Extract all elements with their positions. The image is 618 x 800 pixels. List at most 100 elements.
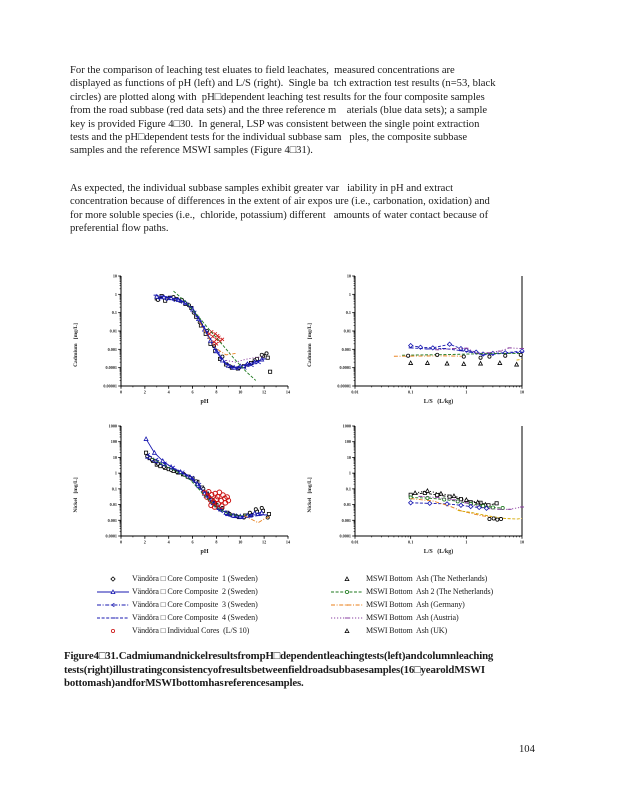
paragraph-line: As expected, the individual subbase samp… (70, 183, 454, 194)
legend-sample-triangle-marker (328, 626, 366, 636)
svg-text:Cadmium [mg/L]: Cadmium [mg/L] (307, 323, 313, 367)
legend-label: MSWI Bottom Ash (The Netherlands) (366, 574, 488, 583)
svg-text:0.01: 0.01 (344, 329, 351, 334)
svg-text:0.01: 0.01 (351, 540, 358, 545)
legend-label: Vändöra □ Core Composite 1 (Sweden) (132, 574, 258, 583)
svg-text:6: 6 (192, 540, 194, 545)
svg-text:1: 1 (465, 540, 467, 545)
svg-text:4: 4 (168, 390, 171, 395)
legend-sample-dot-marker (328, 600, 366, 610)
svg-text:0.001: 0.001 (342, 518, 351, 523)
legend-label: Vändöra □ Core Composite 3 (Sweden) (132, 600, 258, 609)
svg-text:0.001: 0.001 (108, 347, 117, 352)
legend-row: MSWI Bottom Ash (Austria) (328, 611, 493, 624)
paragraph-line: preferential flow paths. (70, 223, 169, 235)
svg-text:100: 100 (345, 439, 351, 444)
legend-sample-circle-marker (94, 626, 132, 636)
legend-sample-dash-marker (94, 613, 132, 623)
svg-text:8: 8 (215, 540, 217, 545)
legend-label: MSWI Bottom Ash (Germany) (366, 600, 465, 609)
svg-text:10: 10 (113, 274, 117, 279)
svg-text:0.0001: 0.0001 (105, 534, 117, 539)
legend-sample-circle-marker (328, 587, 366, 597)
svg-text:0.1: 0.1 (408, 390, 413, 395)
figure-legend-column-1: Vändöra □ Core Composite 1 (Sweden) Vändö… (94, 572, 258, 637)
svg-text:6: 6 (192, 390, 194, 395)
legend-row: Vändöra □ Core Composite 1 (Sweden) (94, 572, 258, 585)
svg-text:1: 1 (349, 292, 351, 297)
svg-text:8: 8 (215, 390, 217, 395)
svg-text:0.01: 0.01 (110, 329, 117, 334)
svg-text:L/S (L/kg): L/S (L/kg) (424, 548, 454, 555)
legend-sample-triangle-marker (328, 574, 366, 584)
legend-row: MSWI Bottom Ash (Germany) (328, 598, 493, 611)
svg-text:0.0001: 0.0001 (339, 534, 351, 539)
caption-line: tests (right) illustrating consistency o… (64, 663, 485, 676)
svg-text:1000: 1000 (109, 424, 117, 429)
legend-row: MSWI Bottom Ash 2 (The Netherlands) (328, 585, 493, 598)
svg-text:0.01: 0.01 (110, 502, 117, 507)
paragraph-line: tests and the pH□dependent tests for the… (70, 132, 468, 144)
legend-row: Vändöra □ Core Composite 4 (Sweden) (94, 611, 258, 624)
paragraph-line: samples and the reference MSWI samples (… (70, 145, 313, 157)
svg-text:L/S (L/kg): L/S (L/kg) (424, 398, 454, 405)
svg-text:1000: 1000 (343, 424, 351, 429)
svg-text:2: 2 (144, 540, 146, 545)
legend-sample-chevron-marker (94, 600, 132, 610)
svg-text:10: 10 (347, 274, 351, 279)
svg-text:10: 10 (347, 455, 351, 460)
legend-sample-triangle-marker (94, 587, 132, 597)
chart-nickel-vs-ls: 0.01 0.1 1 10 0.0001 0.001 0.01 0.1 1 10 100 1000 L/… (307, 424, 524, 556)
svg-text:100: 100 (111, 439, 117, 444)
svg-text:Nickel [mg/L]: Nickel [mg/L] (73, 477, 79, 512)
svg-text:pH: pH (200, 399, 208, 405)
paragraph-line: concentration because of differences in … (70, 196, 490, 208)
body-paragraph-2: As expected, the individual subbase samp… (70, 182, 565, 236)
body-paragraph-1: For the comparison of leaching test elua… (70, 64, 565, 158)
svg-text:14: 14 (286, 540, 291, 545)
svg-text:Nickel [mg/L]: Nickel [mg/L] (307, 477, 313, 512)
paragraph-line: For the comparison of leaching test elua… (70, 65, 455, 76)
svg-text:0.00001: 0.00001 (103, 384, 117, 389)
svg-text:1: 1 (349, 471, 351, 476)
legend-label: MSWI Bottom Ash (Austria) (366, 613, 459, 622)
paragraph-line: circles) are plotted along with pH□depen… (70, 91, 485, 103)
svg-text:2: 2 (144, 390, 146, 395)
svg-text:0.001: 0.001 (342, 347, 351, 352)
caption-line: Figure 4□31. Cadmium and nickel results … (64, 650, 494, 662)
svg-text:10: 10 (238, 540, 242, 545)
svg-text:0.01: 0.01 (344, 502, 351, 507)
paragraph-line: key is provided Figure 4□30. In general,… (70, 118, 480, 130)
page-number: 104 (519, 744, 535, 755)
svg-text:1: 1 (115, 292, 117, 297)
legend-label: Vändöra □ Individual Cores (L/S 10) (132, 626, 250, 635)
svg-text:4: 4 (168, 540, 171, 545)
legend-sample-dash-marker (328, 613, 366, 623)
chart-cadmium-vs-ls: 0.01 0.1 1 10 0.00001 0.0001 0.001 0.01 0.1 1 10 L/… (307, 274, 525, 405)
svg-text:0.001: 0.001 (108, 518, 117, 523)
svg-text:0.0001: 0.0001 (105, 365, 117, 370)
svg-text:10: 10 (113, 455, 117, 460)
paragraph-line: for more soluble species (i.e., chloride… (70, 209, 489, 221)
svg-text:0.01: 0.01 (351, 390, 358, 395)
chart-nickel-vs-ph: 0 2 4 6 8 10 12 14 0.0001 0.001 0.01 0.1 1 10 100 1000 p… (73, 424, 291, 556)
legend-row: Vändöra □ Individual Cores (L/S 10) (94, 624, 258, 637)
figure-caption: Figure 4□31. Cadmium and nickel results … (64, 650, 569, 691)
svg-text:0.1: 0.1 (408, 540, 413, 545)
svg-text:10: 10 (520, 390, 524, 395)
paragraph-line: from the road subbase (red data sets) an… (70, 105, 488, 117)
caption-line: bottom ash) and for MSWI bottom has refe… (64, 677, 304, 690)
svg-text:1: 1 (115, 471, 117, 476)
svg-text:pH: pH (200, 549, 208, 555)
svg-text:0.0001: 0.0001 (339, 365, 351, 370)
svg-text:0.1: 0.1 (112, 310, 117, 315)
figure-legend-column-2: MSWI Bottom Ash (The Netherlands) MSWI Bo… (328, 572, 493, 637)
svg-text:1: 1 (465, 390, 467, 395)
legend-label: MSWI Bottom Ash 2 (The Netherlands) (366, 587, 494, 596)
legend-row: MSWI Bottom Ash (The Netherlands) (328, 572, 493, 585)
legend-label: Vändöra □ Core Composite 4 (Sweden) (132, 613, 258, 622)
svg-text:0.00001: 0.00001 (337, 384, 351, 389)
svg-text:14: 14 (286, 390, 291, 395)
svg-text:12: 12 (262, 390, 266, 395)
